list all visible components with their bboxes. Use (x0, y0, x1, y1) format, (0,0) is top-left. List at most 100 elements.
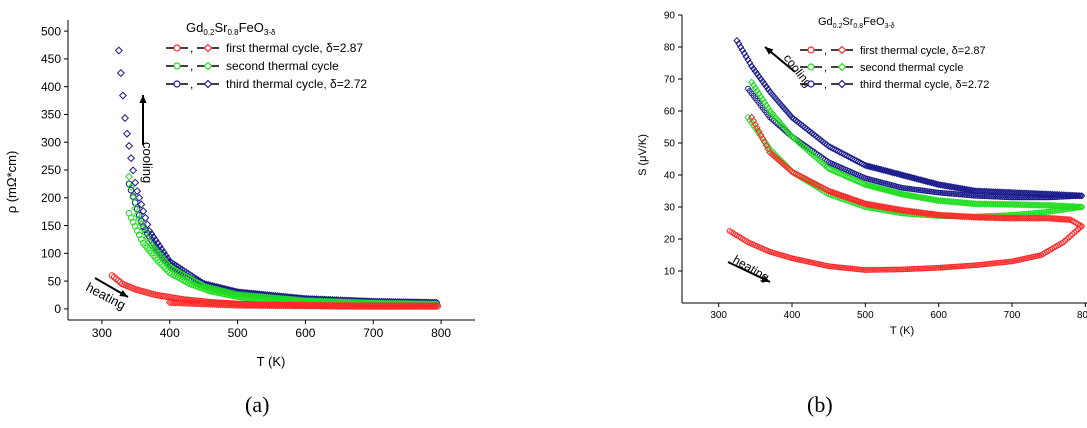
y-tick-label: 250 (41, 163, 61, 177)
data-point (950, 263, 957, 270)
legend-separator: , (824, 45, 827, 57)
data-point (858, 159, 866, 168)
data-point (865, 162, 873, 170)
y-tick-label: 90 (664, 11, 676, 22)
data-point (834, 168, 842, 177)
data-point (885, 187, 893, 195)
data-point (918, 176, 926, 184)
x-tick-label: 400 (160, 326, 180, 340)
data-point (175, 269, 184, 278)
data-point (908, 266, 915, 272)
legend-entry: , third thermal cycle, δ=2.72 (166, 77, 367, 91)
data-point (845, 173, 853, 182)
data-point (867, 163, 875, 171)
legend-marker-cooling (837, 62, 847, 72)
data-point (900, 266, 907, 273)
data-point (841, 193, 849, 201)
y-tick-label: 400 (41, 80, 61, 94)
y-tick-label: 100 (41, 247, 61, 261)
data-point (760, 80, 769, 88)
data-point (1076, 221, 1084, 229)
x-tick-label: 700 (363, 326, 383, 340)
data-point (839, 171, 847, 179)
data-point (803, 175, 811, 184)
data-point (116, 69, 125, 78)
data-point (1078, 203, 1086, 211)
data-point (941, 264, 948, 271)
legend-entry: , first thermal cycle, δ=2.87 (166, 41, 363, 55)
data-point (153, 239, 162, 248)
data-point (880, 185, 888, 194)
data-point (836, 169, 844, 178)
data-point (891, 266, 898, 273)
data-point (744, 56, 752, 64)
data-point (110, 273, 118, 281)
data-point (871, 266, 878, 273)
data-point (902, 172, 910, 180)
data-point (848, 175, 857, 183)
data-point (188, 276, 197, 285)
data-point (892, 169, 901, 178)
data-point (748, 78, 756, 86)
data-point (902, 266, 909, 273)
chart-title-compound: Gd0.2Sr0.8FeO3-δ (818, 16, 895, 30)
data-point (922, 265, 929, 272)
legend-marker-heating (807, 80, 815, 88)
data-point (884, 266, 891, 273)
data-point (870, 164, 879, 172)
data-point (889, 266, 896, 273)
data-point (826, 143, 835, 151)
data-point (196, 280, 205, 289)
data-point (152, 254, 159, 262)
legend-entry: , second thermal cycle (166, 59, 339, 73)
legend-marker-heating (173, 62, 181, 70)
data-point (859, 199, 868, 207)
data-point (737, 43, 745, 51)
data-point (182, 272, 191, 281)
data-point (970, 262, 977, 269)
data-point (812, 180, 820, 188)
data-point (928, 265, 935, 272)
data-point (432, 302, 441, 311)
series-cooling (733, 36, 1086, 200)
data-point (882, 266, 889, 273)
series-cooling (165, 298, 441, 311)
data-point (169, 265, 178, 274)
data-point (817, 183, 825, 191)
series-cooling (125, 172, 441, 309)
data-point (898, 171, 906, 179)
data-point (129, 166, 138, 175)
data-point (892, 189, 901, 197)
data-point (819, 184, 827, 192)
data-point (854, 177, 862, 186)
data-point (788, 168, 796, 176)
data-point (814, 181, 822, 189)
data-point (952, 263, 959, 270)
data-point (149, 233, 158, 242)
legend-entry: , first thermal cycle, δ=2.87 (800, 45, 986, 57)
data-point (914, 175, 923, 183)
data-point (845, 153, 853, 161)
legend-separator: , (190, 77, 193, 91)
data-point (929, 179, 937, 187)
data-point (848, 195, 857, 203)
data-point (830, 189, 838, 197)
data-point (828, 166, 836, 174)
data-point (859, 160, 868, 169)
y-tick-label: 300 (41, 135, 61, 149)
x-tick-label: 500 (857, 310, 874, 321)
legend-separator: , (824, 62, 827, 74)
data-point (878, 166, 886, 174)
data-point (738, 46, 747, 54)
y-tick-label: 500 (41, 24, 61, 38)
data-point (873, 266, 880, 273)
data-point (830, 145, 838, 153)
series-heating (726, 223, 1085, 273)
data-point (751, 84, 759, 92)
legend-label: second thermal cycle (860, 62, 963, 74)
data-point (194, 279, 203, 288)
data-point (825, 187, 833, 195)
data-point (858, 179, 866, 187)
data-point (864, 267, 871, 273)
data-point (790, 169, 798, 177)
